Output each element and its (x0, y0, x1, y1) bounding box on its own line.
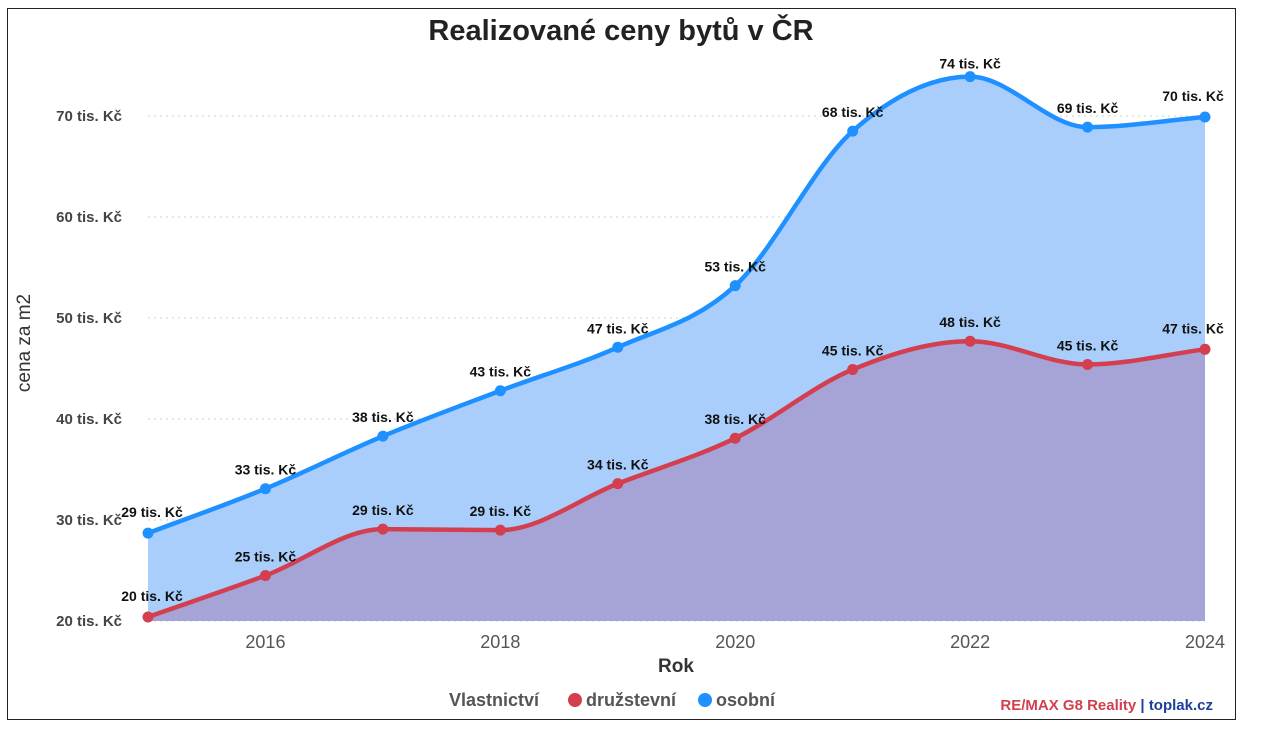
data-point (612, 341, 624, 353)
y-axis-label: cena za m2 (14, 294, 35, 392)
data-label: 38 tis. Kč (704, 411, 766, 427)
legend-label-druzstevni: družstevní (586, 690, 677, 710)
line-druzstevni (145, 338, 1208, 620)
legend: Vlastnictví družstevní osobní (449, 690, 776, 710)
data-point (1199, 111, 1211, 123)
chart-title: Realizované ceny bytů v ČR (428, 13, 813, 47)
data-point (964, 335, 976, 347)
data-label: 68 tis. Kč (822, 104, 884, 120)
x-tick-label: 2018 (480, 632, 520, 652)
data-point (729, 432, 741, 444)
branding-toplak: toplak.cz (1149, 697, 1213, 714)
data-label: 48 tis. Kč (939, 314, 1001, 330)
data-point (612, 478, 624, 490)
data-label: 69 tis. Kč (1057, 100, 1119, 116)
branding-remax: RE/MAX G8 Reality (1000, 697, 1137, 714)
y-tick-label: 20 tis. Kč (56, 613, 122, 630)
data-label: 47 tis. Kč (1162, 320, 1224, 336)
data-label: 38 tis. Kč (352, 409, 414, 425)
data-point (259, 570, 271, 582)
data-label: 29 tis. Kč (352, 502, 414, 518)
data-label: 70 tis. Kč (1162, 88, 1224, 104)
data-point (1082, 358, 1094, 370)
data-point (847, 364, 859, 376)
data-label: 45 tis. Kč (1057, 337, 1119, 353)
data-label: 43 tis. Kč (470, 364, 532, 380)
y-tick-label: 60 tis. Kč (56, 209, 122, 226)
x-tick-label: 2016 (245, 632, 285, 652)
data-label: 29 tis. Kč (470, 503, 532, 519)
data-point (964, 71, 976, 83)
data-point (142, 611, 154, 623)
data-label: 45 tis. Kč (822, 343, 884, 359)
legend-marker-druzstevni (568, 693, 582, 707)
data-label: 74 tis. Kč (939, 56, 1001, 72)
y-tick-label: 70 tis. Kč (56, 108, 122, 125)
branding-separator: | (1136, 697, 1149, 714)
y-tick-label: 30 tis. Kč (56, 512, 122, 529)
y-tick-label: 40 tis. Kč (56, 411, 122, 428)
data-label: 34 tis. Kč (587, 457, 649, 473)
legend-title: Vlastnictví (449, 690, 540, 710)
x-axis-label: Rok (658, 656, 694, 677)
data-point (1082, 121, 1094, 133)
data-point (494, 524, 506, 536)
line-osobni (145, 74, 1208, 536)
legend-label-osobni: osobní (716, 690, 776, 710)
data-point (847, 125, 859, 137)
x-tick-label: 2020 (715, 632, 755, 652)
data-label: 20 tis. Kč (121, 588, 183, 604)
data-label: 29 tis. Kč (121, 504, 183, 520)
area-druzstevni (148, 341, 1205, 621)
data-label: 47 tis. Kč (587, 320, 649, 336)
data-point (377, 523, 389, 535)
branding: RE/MAX G8 Reality | toplak.cz (1000, 697, 1213, 714)
data-point (494, 385, 506, 397)
data-point (259, 483, 271, 495)
data-point (729, 280, 741, 292)
data-label: 53 tis. Kč (704, 259, 766, 275)
x-tick-label: 2024 (1185, 632, 1225, 652)
data-label: 25 tis. Kč (235, 549, 297, 565)
data-label: 33 tis. Kč (235, 462, 297, 478)
data-point (1199, 343, 1211, 355)
y-tick-label: 50 tis. Kč (56, 310, 122, 327)
legend-marker-osobni (698, 693, 712, 707)
x-tick-label: 2022 (950, 632, 990, 652)
data-point (377, 430, 389, 442)
data-point (142, 527, 154, 539)
